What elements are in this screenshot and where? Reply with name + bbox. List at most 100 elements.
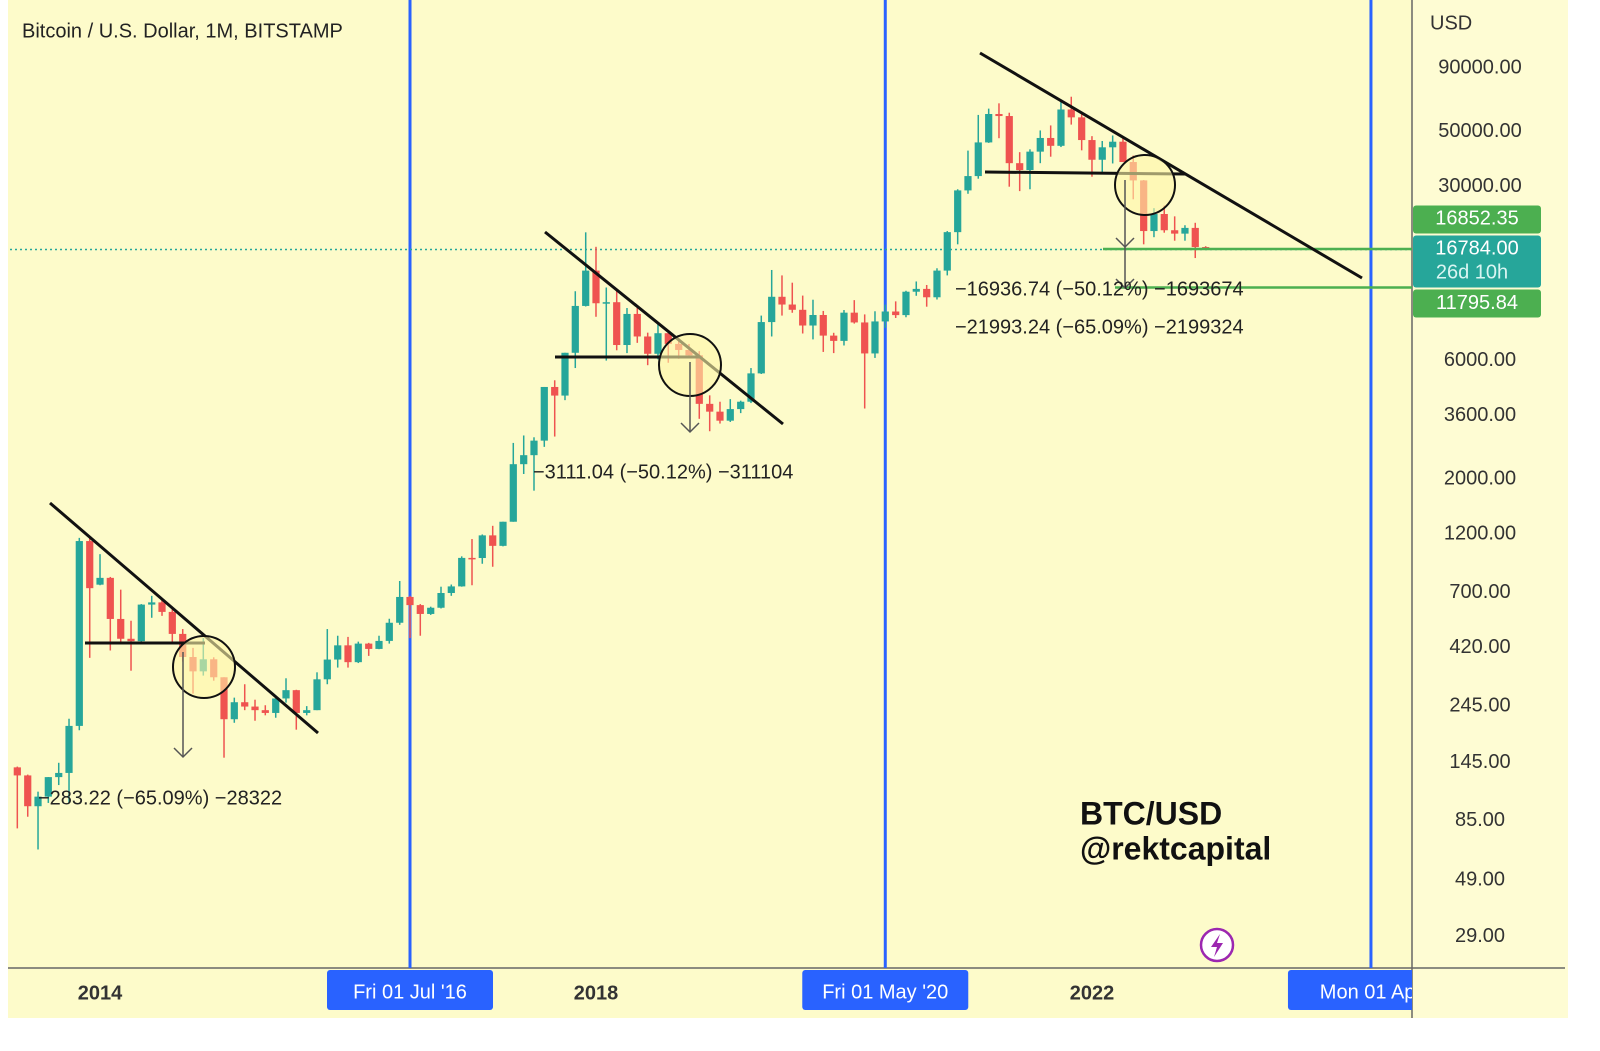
y-tick-label: 700.00 — [1449, 581, 1510, 603]
candle — [540, 386, 548, 447]
candle-body — [954, 190, 962, 233]
marker-label-bg — [1287, 970, 1412, 1010]
candle-body — [1067, 109, 1075, 118]
candle — [726, 399, 734, 422]
candle-body — [995, 113, 1003, 117]
candle-body — [344, 645, 352, 663]
y-tick-label: 6000.00 — [1444, 349, 1516, 371]
candle-body — [768, 296, 776, 323]
trend-line — [979, 51, 1363, 280]
candle-body — [354, 643, 362, 663]
lightning-icon — [1199, 927, 1235, 963]
candle — [282, 678, 290, 703]
candle — [613, 288, 621, 351]
candle — [943, 231, 951, 276]
candle-body — [592, 270, 600, 304]
candle — [840, 310, 848, 346]
candle — [148, 595, 156, 618]
candle — [86, 537, 94, 658]
y-tick-label: 245.00 — [1449, 694, 1510, 716]
arrow-head — [173, 747, 193, 759]
candle — [985, 108, 993, 143]
candle-body — [230, 702, 238, 720]
candle — [24, 774, 32, 817]
candle-body — [1016, 163, 1024, 171]
candle-body — [323, 659, 331, 680]
candle-body — [964, 176, 972, 191]
circle — [172, 635, 236, 699]
candle — [861, 314, 869, 409]
candle — [44, 777, 52, 803]
candle — [241, 684, 249, 711]
y-tick-label: 30000.00 — [1438, 175, 1521, 197]
candle-body — [974, 142, 982, 177]
candle-body — [716, 411, 724, 421]
candle — [1160, 205, 1168, 233]
candle — [1036, 130, 1044, 164]
candle — [416, 604, 424, 636]
y-tick-label: 3600.00 — [1444, 404, 1516, 426]
candle-body — [561, 352, 569, 396]
y-tick-label: 49.00 — [1455, 868, 1505, 890]
candle-body — [158, 602, 166, 612]
candle-body — [117, 618, 125, 639]
candle-body — [664, 333, 672, 344]
candle-body — [861, 322, 869, 354]
candle-body — [313, 679, 321, 711]
marker-label: Fri 01 Jul '16 — [353, 981, 467, 1003]
candle — [768, 269, 776, 337]
candle-body — [1036, 137, 1044, 152]
candle-body — [602, 302, 610, 304]
candle — [809, 299, 817, 340]
y-tick-label: 1200.00 — [1444, 523, 1516, 545]
candle-body — [272, 698, 280, 713]
candle-body — [375, 640, 383, 649]
candle-body — [13, 767, 21, 776]
candle — [788, 282, 796, 313]
candle-body — [137, 604, 145, 642]
candle-body — [468, 557, 476, 560]
candle — [34, 791, 42, 850]
candle-body — [1078, 117, 1086, 141]
candle-body — [292, 690, 300, 713]
candle — [954, 189, 962, 245]
y-tick-label: 85.00 — [1455, 809, 1505, 831]
y-tick-label: 420.00 — [1449, 636, 1510, 658]
candle — [1098, 140, 1106, 173]
candle — [272, 695, 280, 718]
candle — [375, 635, 383, 650]
candle-body — [437, 593, 445, 608]
candle — [933, 268, 941, 300]
arrow-head — [680, 422, 700, 434]
candle-body — [251, 706, 259, 711]
candle — [1191, 222, 1199, 259]
candle-body — [261, 710, 269, 713]
candle — [871, 311, 879, 358]
candle — [757, 315, 765, 374]
candle-body — [1047, 137, 1055, 146]
candle-body — [1171, 230, 1179, 234]
circle — [1114, 154, 1176, 216]
marker-label: Fri 01 May '20 — [822, 981, 948, 1003]
candle-body — [282, 690, 290, 699]
trend-line — [49, 501, 319, 735]
candle — [261, 705, 269, 716]
candle-body — [55, 772, 63, 778]
candle — [520, 435, 528, 475]
candle — [117, 589, 125, 643]
candle — [292, 689, 300, 730]
x-tick-label: 2022 — [1070, 982, 1115, 1004]
candle-body — [871, 321, 879, 354]
y-tick-label: 50000.00 — [1438, 120, 1521, 142]
candle — [633, 305, 641, 343]
measure-annotation: −21993.24 (−65.09%) −2199324 — [955, 316, 1244, 338]
candle — [850, 300, 858, 324]
y-tick-label: 29.00 — [1455, 925, 1505, 947]
candle-body — [489, 535, 497, 546]
candle-body — [985, 113, 993, 143]
candle — [1026, 149, 1034, 190]
candle-body — [892, 311, 900, 316]
candle — [499, 521, 507, 547]
candle — [55, 762, 63, 786]
